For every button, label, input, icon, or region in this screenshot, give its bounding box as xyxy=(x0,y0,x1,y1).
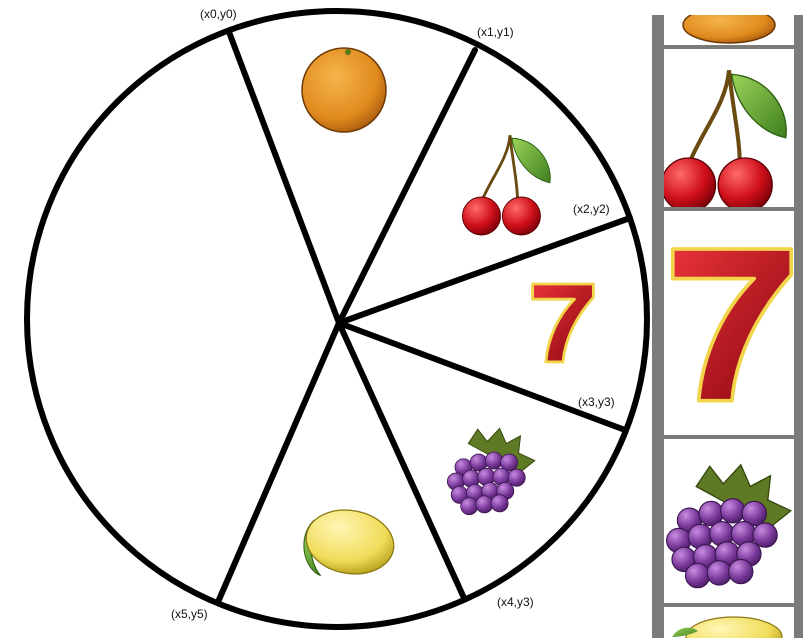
reel-cell-lemon-partial xyxy=(664,607,794,638)
orange-symbol xyxy=(301,47,387,133)
point-label-p2: (x2,y2) xyxy=(573,202,610,216)
spoke-p1 xyxy=(336,47,478,326)
reel-cell-grapes xyxy=(664,439,794,603)
point-label-p5: (x5,y5) xyxy=(171,607,208,621)
spoke-p2 xyxy=(336,215,633,326)
reel-cell-orange-partial xyxy=(664,15,794,45)
spoke-p5 xyxy=(215,320,342,605)
point-label-p0: (x0,y0) xyxy=(200,7,237,21)
spoke-p4 xyxy=(336,320,467,601)
reel-cell-seven xyxy=(664,211,794,435)
reel-strip xyxy=(652,15,803,638)
spoke-p0 xyxy=(226,29,342,326)
spoke-p3 xyxy=(336,320,628,433)
point-label-p1: (x1,y1) xyxy=(477,25,514,39)
point-label-p4: (x4,y3) xyxy=(497,595,534,609)
reel-cell-cherries xyxy=(664,49,794,207)
wheel-spokes xyxy=(215,29,633,605)
point-label-p3: (x3,y3) xyxy=(578,395,615,409)
